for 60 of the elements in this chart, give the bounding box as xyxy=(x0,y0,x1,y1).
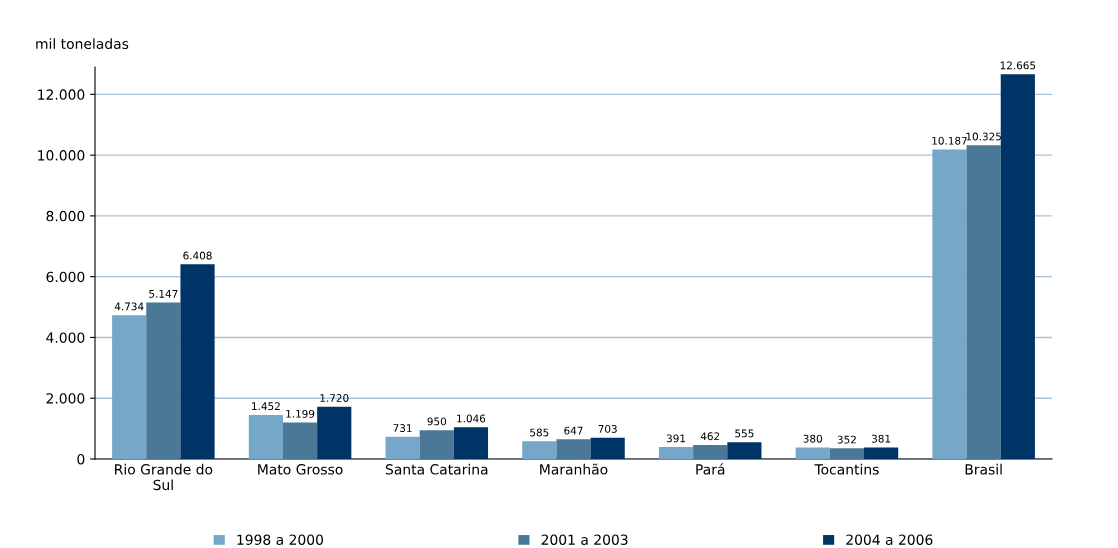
x-tick-label: Maranhão xyxy=(540,463,608,475)
data-label: 10.325 xyxy=(966,132,1001,141)
bar xyxy=(966,145,1001,459)
data-label: 462 xyxy=(700,432,720,441)
bar xyxy=(385,436,420,459)
y-tick-label: 8.000 xyxy=(46,210,85,222)
y-tick-label: 12.000 xyxy=(38,89,85,100)
data-label: 1.452 xyxy=(252,402,280,411)
x-tick-label: Tocantins xyxy=(814,463,879,475)
data-label: 1.720 xyxy=(320,394,349,402)
bar xyxy=(658,447,694,459)
bar xyxy=(864,447,899,459)
bar xyxy=(419,430,454,459)
bar xyxy=(693,444,728,459)
data-label: 391 xyxy=(666,434,686,443)
y-tick-label: 0 xyxy=(77,453,85,465)
x-tick-label: Brasil xyxy=(965,463,1002,475)
y-tick-label: 10.000 xyxy=(38,150,85,161)
data-label: 950 xyxy=(427,417,447,426)
x-tick-label: Pará xyxy=(696,463,725,475)
bar xyxy=(317,406,352,459)
data-label: 5.147 xyxy=(149,290,178,298)
data-label: 6.408 xyxy=(183,251,212,260)
data-label: 585 xyxy=(530,428,549,437)
bar xyxy=(795,447,830,459)
data-label: 12.665 xyxy=(1000,61,1036,70)
data-label: 352 xyxy=(837,435,856,444)
bar xyxy=(282,422,318,459)
data-label: 4.734 xyxy=(114,302,144,311)
data-label: 555 xyxy=(735,429,754,438)
legend-label: 2001 a 2003 xyxy=(541,534,628,545)
bar xyxy=(146,302,181,459)
legend-label: 2004 a 2006 xyxy=(846,534,933,545)
data-label: 380 xyxy=(803,434,822,443)
data-label: 703 xyxy=(598,424,617,433)
y-tick-label: 4.000 xyxy=(46,332,85,343)
bar xyxy=(1000,74,1035,459)
bar xyxy=(932,149,967,459)
data-label: 10.187 xyxy=(932,136,967,145)
bar xyxy=(180,264,215,459)
bar xyxy=(112,315,147,459)
bar xyxy=(522,441,557,459)
bar xyxy=(590,437,625,459)
data-label: 1.199 xyxy=(286,409,315,418)
data-label: 1.046 xyxy=(457,414,486,423)
bar xyxy=(727,442,762,459)
x-tick-label: Mato Grosso xyxy=(258,464,343,475)
y-tick-label: 6.000 xyxy=(46,271,85,283)
x-tick-label: Santa Catarina xyxy=(385,463,488,475)
y-tick-label: 2.000 xyxy=(46,393,85,404)
legend-label: 1998 a 2000 xyxy=(237,534,323,545)
data-label: 647 xyxy=(564,426,583,435)
bar xyxy=(453,427,489,459)
data-label: 731 xyxy=(393,424,412,432)
bar xyxy=(248,414,283,459)
data-label: 381 xyxy=(871,434,891,443)
y-axis-title: mil toneladas xyxy=(36,38,129,50)
bar xyxy=(829,448,865,459)
bar xyxy=(556,439,591,459)
x-tick-label: Rio Grande do Sul xyxy=(115,463,213,491)
